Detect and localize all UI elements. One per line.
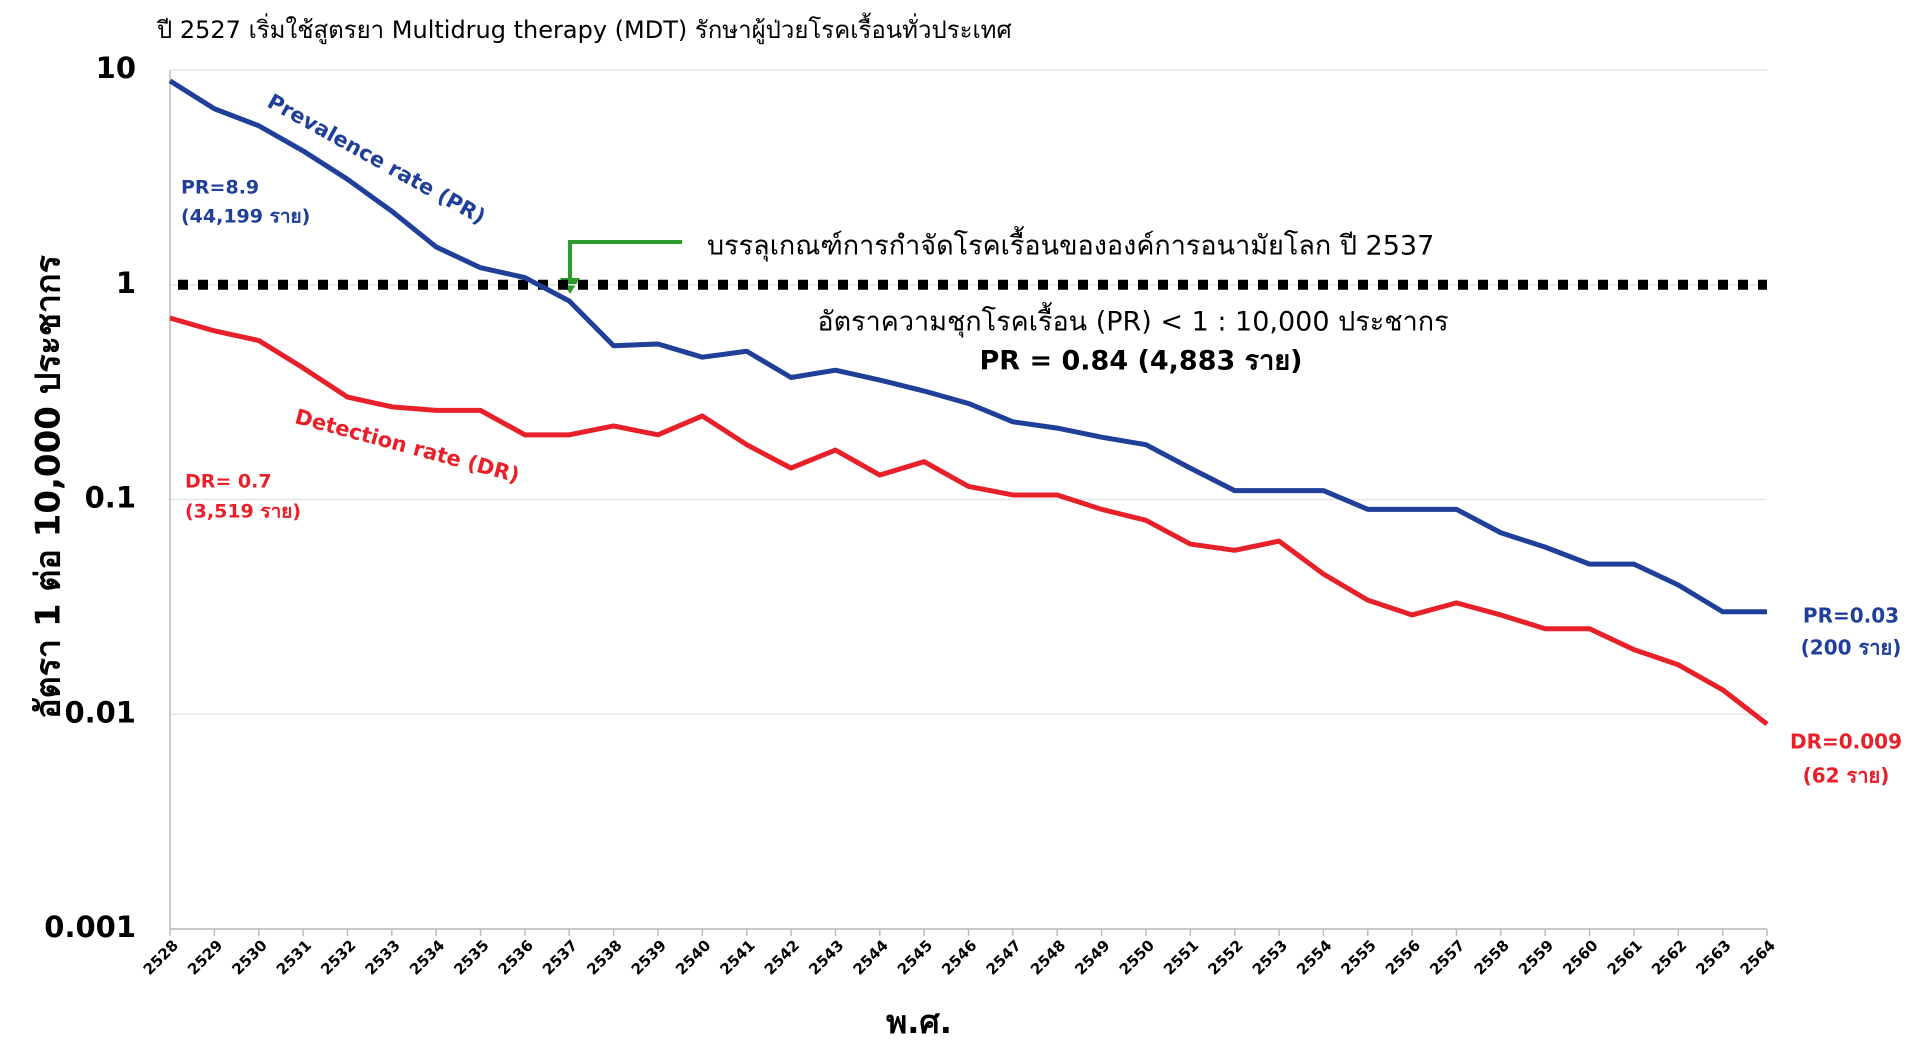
x-tick-label: 2559 [1515, 936, 1557, 978]
x-tick-label: 2550 [1116, 936, 1158, 978]
series-line [168, 78, 1767, 615]
x-tick-label: 2534 [406, 936, 448, 978]
x-tick-label: 2560 [1559, 936, 1601, 978]
arrow-line [568, 240, 682, 282]
x-tick-label: 2544 [850, 936, 892, 978]
x-axis-label: พ.ศ. [886, 1003, 952, 1041]
series-line [169, 315, 1769, 727]
x-tick-label: 2529 [184, 936, 226, 978]
x-tick-label: 2561 [1604, 936, 1646, 978]
y-tick-label: 1 [116, 266, 136, 300]
x-tick-label: 2556 [1382, 936, 1424, 978]
annotation: (200 ราย) [1801, 636, 1902, 660]
x-tick-label: 2558 [1471, 936, 1513, 978]
annotation: PR=8.9 [181, 177, 259, 199]
x-tick-label: 2546 [938, 936, 980, 978]
x-tick-label: 2532 [317, 936, 359, 978]
x-tick-label: 2539 [628, 936, 670, 978]
x-tick-label: 2545 [894, 936, 936, 978]
x-tick-label: 2557 [1426, 936, 1468, 978]
annotation: PR = 0.84 (4,883 ราย) [980, 346, 1303, 377]
x-tick-label: 2551 [1160, 936, 1202, 978]
y-tick-label: 10 [96, 51, 136, 85]
x-tick-label: 2552 [1204, 936, 1246, 978]
x-tick-label: 2562 [1648, 936, 1690, 978]
annotation: อัตราความชุกโรคเรื้อน (PR) < 1 : 10,000 … [817, 302, 1448, 339]
annotation: (44,199 ราย) [181, 206, 310, 228]
annotation: PR=0.03 [1803, 604, 1899, 628]
annotation: (3,519 ราย) [185, 501, 301, 523]
x-tick-label: 2547 [983, 936, 1025, 978]
x-tick-label: 2528 [140, 936, 182, 978]
x-tick-label: 2531 [273, 936, 315, 978]
y-tick-label: 0.1 [85, 481, 136, 515]
x-tick-label: 2555 [1338, 936, 1380, 978]
x-tick-label: 2554 [1293, 936, 1335, 978]
x-tick-label: 2564 [1737, 936, 1779, 978]
x-tick-label: 2543 [805, 936, 847, 978]
x-tick-label: 2549 [1071, 936, 1113, 978]
y-tick-label: 0.001 [44, 910, 136, 944]
chart-title: ปี 2527 เริ่มใช้สูตรยา Multidrug therapy… [156, 12, 1012, 45]
annotation: (62 ราย) [1803, 764, 1890, 788]
x-tick-label: 2563 [1692, 936, 1734, 978]
annotation: DR= 0.7 [185, 471, 272, 493]
x-tick-label: 2541 [716, 936, 758, 978]
x-tick-label: 2533 [362, 936, 404, 978]
x-tick-label: 2548 [1027, 936, 1069, 978]
x-tick-label: 2530 [228, 936, 270, 978]
annotation: DR=0.009 [1790, 730, 1902, 754]
y-axis-label: อัตรา 1 ต่อ 10,000 ประชากร [29, 254, 69, 718]
x-tick-label: 2537 [539, 936, 581, 978]
x-tick-label: 2553 [1249, 936, 1291, 978]
y-tick-label: 0.01 [64, 695, 136, 729]
x-tick-label: 2542 [761, 936, 803, 978]
x-tick-label: 2535 [450, 936, 492, 978]
annotation: บรรลุเกณฑ์การกำจัดโรคเรื้อนขององค์การอนา… [707, 226, 1434, 263]
x-tick-label: 2538 [583, 936, 625, 978]
x-tick-label: 2540 [672, 936, 714, 978]
x-tick-label: 2536 [495, 936, 537, 978]
